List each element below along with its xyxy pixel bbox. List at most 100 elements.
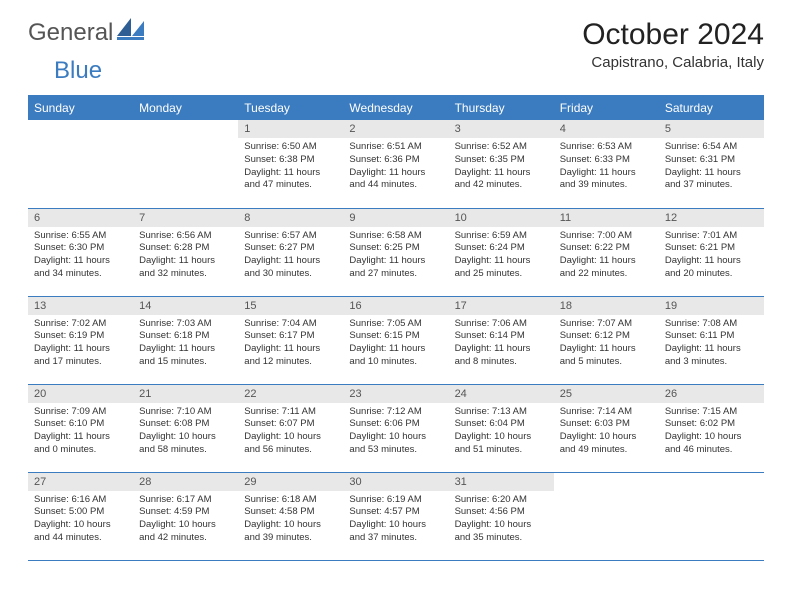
sunset-text: Sunset: 6:18 PM	[139, 330, 232, 343]
calendar-day-cell: 16Sunrise: 7:05 AMSunset: 6:15 PMDayligh…	[343, 296, 448, 384]
calendar-day-cell: 20Sunrise: 7:09 AMSunset: 6:10 PMDayligh…	[28, 384, 133, 472]
daylight-text: Daylight: 10 hours and 58 minutes.	[139, 431, 232, 457]
daylight-text: Daylight: 10 hours and 37 minutes.	[349, 519, 442, 545]
day-details: Sunrise: 7:05 AMSunset: 6:15 PMDaylight:…	[343, 315, 448, 375]
day-number: 31	[449, 473, 554, 491]
day-details: Sunrise: 6:54 AMSunset: 6:31 PMDaylight:…	[659, 138, 764, 198]
sunset-text: Sunset: 6:33 PM	[560, 154, 653, 167]
day-details: Sunrise: 6:19 AMSunset: 4:57 PMDaylight:…	[343, 491, 448, 551]
sunset-text: Sunset: 6:10 PM	[34, 418, 127, 431]
weekday-header: Wednesday	[343, 96, 448, 121]
weekday-header: Friday	[554, 96, 659, 121]
day-details: Sunrise: 7:02 AMSunset: 6:19 PMDaylight:…	[28, 315, 133, 375]
calendar-page: General October 2024 Capistrano, Calabri…	[0, 0, 792, 579]
day-details: Sunrise: 7:06 AMSunset: 6:14 PMDaylight:…	[449, 315, 554, 375]
sunrise-text: Sunrise: 6:58 AM	[349, 230, 442, 243]
sunset-text: Sunset: 6:24 PM	[455, 242, 548, 255]
calendar-day-cell: 26Sunrise: 7:15 AMSunset: 6:02 PMDayligh…	[659, 384, 764, 472]
calendar-day-cell: 23Sunrise: 7:12 AMSunset: 6:06 PMDayligh…	[343, 384, 448, 472]
calendar-day-cell: 4Sunrise: 6:53 AMSunset: 6:33 PMDaylight…	[554, 120, 659, 208]
day-details: Sunrise: 6:17 AMSunset: 4:59 PMDaylight:…	[133, 491, 238, 551]
calendar-day-cell: 18Sunrise: 7:07 AMSunset: 6:12 PMDayligh…	[554, 296, 659, 384]
day-number: 11	[554, 209, 659, 227]
day-details: Sunrise: 7:12 AMSunset: 6:06 PMDaylight:…	[343, 403, 448, 463]
day-details: Sunrise: 6:20 AMSunset: 4:56 PMDaylight:…	[449, 491, 554, 551]
calendar-day-cell: 25Sunrise: 7:14 AMSunset: 6:03 PMDayligh…	[554, 384, 659, 472]
daylight-text: Daylight: 10 hours and 42 minutes.	[139, 519, 232, 545]
daylight-text: Daylight: 11 hours and 32 minutes.	[139, 255, 232, 281]
day-number: 15	[238, 297, 343, 315]
sunrise-text: Sunrise: 7:06 AM	[455, 318, 548, 331]
daylight-text: Daylight: 11 hours and 25 minutes.	[455, 255, 548, 281]
calendar-empty-cell	[133, 120, 238, 208]
day-number: 18	[554, 297, 659, 315]
day-number: 7	[133, 209, 238, 227]
day-number: 19	[659, 297, 764, 315]
sunrise-text: Sunrise: 6:17 AM	[139, 494, 232, 507]
day-details: Sunrise: 6:18 AMSunset: 4:58 PMDaylight:…	[238, 491, 343, 551]
day-number: 10	[449, 209, 554, 227]
sunset-text: Sunset: 6:06 PM	[349, 418, 442, 431]
sunset-text: Sunset: 6:04 PM	[455, 418, 548, 431]
sunrise-text: Sunrise: 6:59 AM	[455, 230, 548, 243]
day-details: Sunrise: 7:15 AMSunset: 6:02 PMDaylight:…	[659, 403, 764, 463]
day-number: 6	[28, 209, 133, 227]
calendar-day-cell: 5Sunrise: 6:54 AMSunset: 6:31 PMDaylight…	[659, 120, 764, 208]
sunrise-text: Sunrise: 6:20 AM	[455, 494, 548, 507]
daylight-text: Daylight: 10 hours and 51 minutes.	[455, 431, 548, 457]
sunset-text: Sunset: 5:00 PM	[34, 506, 127, 519]
daylight-text: Daylight: 11 hours and 5 minutes.	[560, 343, 653, 369]
day-number: 4	[554, 120, 659, 138]
calendar-table: SundayMondayTuesdayWednesdayThursdayFrid…	[28, 95, 764, 561]
sunset-text: Sunset: 6:02 PM	[665, 418, 758, 431]
weekday-header: Monday	[133, 96, 238, 121]
sunset-text: Sunset: 6:27 PM	[244, 242, 337, 255]
day-number: 26	[659, 385, 764, 403]
sunrise-text: Sunrise: 7:05 AM	[349, 318, 442, 331]
calendar-header-row: SundayMondayTuesdayWednesdayThursdayFrid…	[28, 96, 764, 121]
daylight-text: Daylight: 10 hours and 46 minutes.	[665, 431, 758, 457]
calendar-week-row: 20Sunrise: 7:09 AMSunset: 6:10 PMDayligh…	[28, 384, 764, 472]
day-details: Sunrise: 7:08 AMSunset: 6:11 PMDaylight:…	[659, 315, 764, 375]
calendar-week-row: 1Sunrise: 6:50 AMSunset: 6:38 PMDaylight…	[28, 120, 764, 208]
brand-logo: General	[28, 18, 145, 47]
day-details: Sunrise: 7:01 AMSunset: 6:21 PMDaylight:…	[659, 227, 764, 287]
daylight-text: Daylight: 11 hours and 22 minutes.	[560, 255, 653, 281]
sunset-text: Sunset: 6:12 PM	[560, 330, 653, 343]
daylight-text: Daylight: 11 hours and 10 minutes.	[349, 343, 442, 369]
day-number: 28	[133, 473, 238, 491]
calendar-day-cell: 12Sunrise: 7:01 AMSunset: 6:21 PMDayligh…	[659, 208, 764, 296]
daylight-text: Daylight: 11 hours and 44 minutes.	[349, 167, 442, 193]
day-details: Sunrise: 7:03 AMSunset: 6:18 PMDaylight:…	[133, 315, 238, 375]
sunset-text: Sunset: 6:36 PM	[349, 154, 442, 167]
day-details: Sunrise: 6:55 AMSunset: 6:30 PMDaylight:…	[28, 227, 133, 287]
sunrise-text: Sunrise: 7:04 AM	[244, 318, 337, 331]
sunset-text: Sunset: 6:35 PM	[455, 154, 548, 167]
calendar-day-cell: 30Sunrise: 6:19 AMSunset: 4:57 PMDayligh…	[343, 472, 448, 560]
sunrise-text: Sunrise: 7:12 AM	[349, 406, 442, 419]
daylight-text: Daylight: 10 hours and 39 minutes.	[244, 519, 337, 545]
sunset-text: Sunset: 4:56 PM	[455, 506, 548, 519]
calendar-day-cell: 29Sunrise: 6:18 AMSunset: 4:58 PMDayligh…	[238, 472, 343, 560]
calendar-day-cell: 13Sunrise: 7:02 AMSunset: 6:19 PMDayligh…	[28, 296, 133, 384]
calendar-day-cell: 24Sunrise: 7:13 AMSunset: 6:04 PMDayligh…	[449, 384, 554, 472]
daylight-text: Daylight: 11 hours and 8 minutes.	[455, 343, 548, 369]
day-details: Sunrise: 6:16 AMSunset: 5:00 PMDaylight:…	[28, 491, 133, 551]
calendar-day-cell: 15Sunrise: 7:04 AMSunset: 6:17 PMDayligh…	[238, 296, 343, 384]
day-number: 20	[28, 385, 133, 403]
calendar-day-cell: 28Sunrise: 6:17 AMSunset: 4:59 PMDayligh…	[133, 472, 238, 560]
weekday-header: Saturday	[659, 96, 764, 121]
daylight-text: Daylight: 11 hours and 34 minutes.	[34, 255, 127, 281]
day-details: Sunrise: 6:57 AMSunset: 6:27 PMDaylight:…	[238, 227, 343, 287]
sunrise-text: Sunrise: 7:02 AM	[34, 318, 127, 331]
sunrise-text: Sunrise: 7:11 AM	[244, 406, 337, 419]
day-details: Sunrise: 6:53 AMSunset: 6:33 PMDaylight:…	[554, 138, 659, 198]
sunrise-text: Sunrise: 6:56 AM	[139, 230, 232, 243]
day-number: 29	[238, 473, 343, 491]
day-details: Sunrise: 6:59 AMSunset: 6:24 PMDaylight:…	[449, 227, 554, 287]
day-details: Sunrise: 7:09 AMSunset: 6:10 PMDaylight:…	[28, 403, 133, 463]
day-details: Sunrise: 6:56 AMSunset: 6:28 PMDaylight:…	[133, 227, 238, 287]
calendar-empty-cell	[28, 120, 133, 208]
day-number: 24	[449, 385, 554, 403]
daylight-text: Daylight: 10 hours and 35 minutes.	[455, 519, 548, 545]
